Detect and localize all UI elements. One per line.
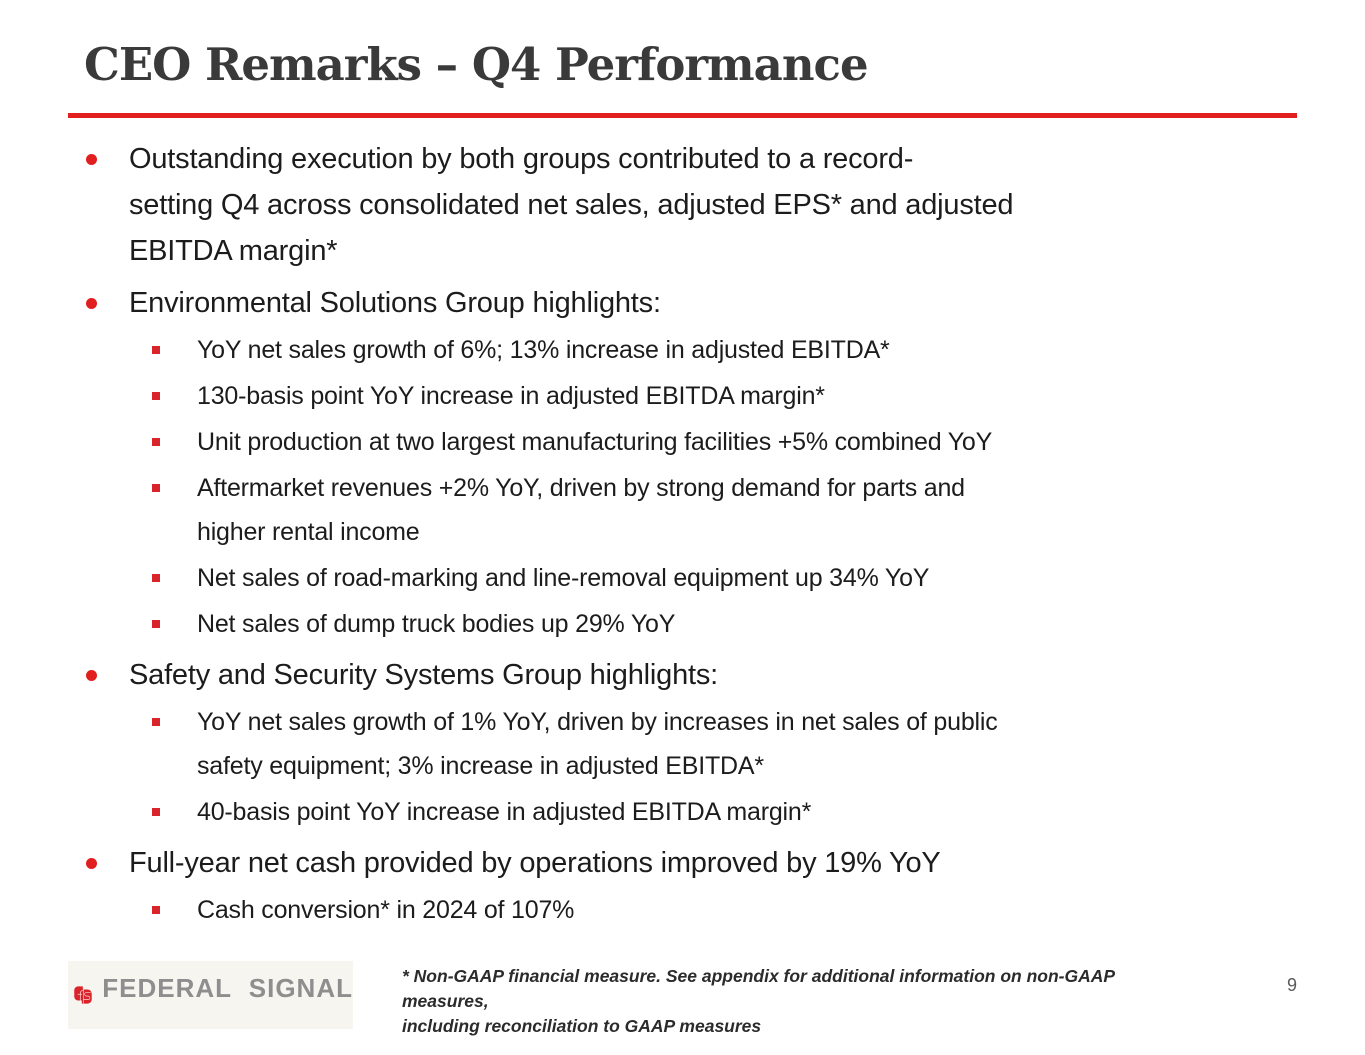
bullet-item: 130-basis point YoY increase in adjusted… [84, 374, 1314, 418]
bullet-item: Environmental Solutions Group highlights… [84, 280, 1314, 326]
bullet-item: Full-year net cash provided by operation… [84, 840, 1314, 886]
bullet-square-icon [152, 718, 160, 726]
bullet-text: Unit production at two largest manufactu… [197, 428, 993, 456]
bullet-text: Safety and Security Systems Group highli… [129, 659, 719, 691]
bullet-dot-icon [86, 858, 97, 869]
bullet-text: Aftermarket revenues +2% YoY, driven by … [197, 474, 965, 546]
bullet-item: Unit production at two largest manufactu… [84, 420, 1314, 464]
bullet-item: Cash conversion* in 2024 of 107% [84, 888, 1314, 932]
bullet-item: Net sales of road-marking and line-remov… [84, 556, 1314, 600]
bullet-square-icon [152, 620, 160, 628]
bullet-text: 130-basis point YoY increase in adjusted… [197, 382, 825, 410]
bullet-item: Outstanding execution by both groups con… [84, 136, 1314, 274]
bullet-list: Outstanding execution by both groups con… [84, 130, 1314, 934]
bullet-item: YoY net sales growth of 6%; 13% increase… [84, 328, 1314, 372]
bullet-dot-icon [86, 298, 97, 309]
bullet-text: YoY net sales growth of 1% YoY, driven b… [197, 708, 998, 780]
bullet-text: Outstanding execution by both groups con… [129, 143, 1014, 267]
bullet-dot-icon [86, 154, 97, 165]
bullet-text: Environmental Solutions Group highlights… [129, 287, 661, 319]
bullet-text: Net sales of dump truck bodies up 29% Yo… [197, 610, 676, 638]
bullet-text: Cash conversion* in 2024 of 107% [197, 896, 575, 924]
bullet-square-icon [152, 484, 160, 492]
bullet-item: Net sales of dump truck bodies up 29% Yo… [84, 602, 1314, 646]
title-underline [68, 113, 1297, 118]
federal-signal-logo: FEDERAL SIGNAL [68, 961, 353, 1029]
bullet-text: Net sales of road-marking and line-remov… [197, 564, 930, 592]
bullet-square-icon [152, 574, 160, 582]
bullet-text: YoY net sales growth of 6%; 13% increase… [197, 336, 890, 364]
bullet-item: Aftermarket revenues +2% YoY, driven by … [84, 466, 1314, 554]
bullet-text: Full-year net cash provided by operation… [129, 847, 941, 879]
bullet-item: YoY net sales growth of 1% YoY, driven b… [84, 700, 1314, 788]
bullet-square-icon [152, 906, 160, 914]
federal-signal-fs-icon [74, 986, 92, 1004]
bullet-square-icon [152, 346, 160, 354]
bullet-square-icon [152, 808, 160, 816]
bullet-item: Safety and Security Systems Group highli… [84, 652, 1314, 698]
bullet-square-icon [152, 438, 160, 446]
page-number: 9 [1286, 975, 1297, 995]
bullet-square-icon [152, 392, 160, 400]
logo-brand-text: FEDERAL SIGNAL [102, 972, 353, 1003]
non-gaap-footnote: * Non-GAAP financial measure. See append… [402, 966, 1115, 1036]
bullet-text: 40-basis point YoY increase in adjusted … [197, 798, 812, 826]
bullet-item: 40-basis point YoY increase in adjusted … [84, 790, 1314, 834]
slide-title: CEO Remarks – Q4 Performance [84, 38, 869, 91]
bullet-dot-icon [86, 670, 97, 681]
